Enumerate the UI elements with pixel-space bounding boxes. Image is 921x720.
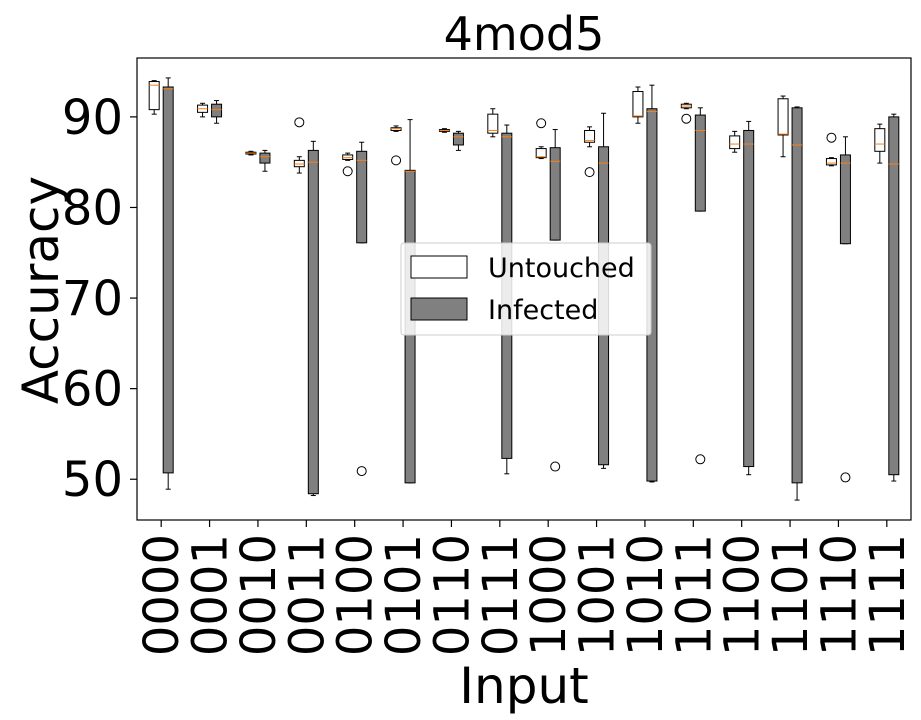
x-tick-label: 1000	[521, 534, 577, 656]
x-tick-label: 0100	[328, 534, 384, 656]
box-untouched	[632, 91, 644, 118]
box-untouched	[584, 129, 596, 143]
y-tick-label: 90	[62, 90, 123, 146]
x-axis-label: Input	[459, 657, 588, 715]
legend-swatch-untouched	[410, 255, 468, 279]
box-infected	[307, 149, 319, 495]
box-infected	[839, 154, 851, 245]
x-tick-label: 0000	[134, 534, 190, 656]
legend: Untouched Infected	[400, 242, 652, 336]
plot-frame	[136, 57, 912, 521]
box-untouched	[148, 81, 160, 111]
x-tick-label: 0011	[279, 534, 335, 656]
box-infected	[549, 147, 561, 241]
y-tick-label: 60	[62, 362, 123, 418]
box-infected	[162, 86, 174, 474]
x-tick-label: 0111	[473, 534, 529, 656]
box-infected	[259, 152, 271, 164]
x-tick-label: 0101	[376, 534, 432, 656]
box-untouched-outlier	[826, 132, 837, 143]
box-untouched	[825, 158, 837, 166]
x-tick-label: 1100	[715, 534, 771, 656]
y-axis-label: Accuracy	[12, 176, 70, 404]
box-untouched	[777, 98, 789, 136]
box-infected	[356, 150, 368, 244]
x-tick-label: 1101	[763, 534, 819, 656]
legend-swatch-infected	[410, 297, 468, 321]
y-tick-label: 70	[62, 271, 123, 327]
x-tick-label: 0001	[183, 534, 239, 656]
box-untouched-outlier	[584, 167, 595, 178]
box-untouched	[729, 135, 741, 150]
plot-area: 50 60 70 80 90 000000010010001101000101011001…	[62, 57, 916, 656]
box-infected	[791, 107, 803, 484]
box-infected	[211, 103, 223, 118]
box-infected-outlier	[550, 461, 561, 472]
box-infected	[743, 129, 755, 468]
x-tick-label: 1001	[570, 534, 626, 656]
box-infected-outlier	[356, 466, 367, 477]
box-untouched	[874, 128, 886, 152]
box-infected	[694, 114, 706, 212]
x-tick-label: 1110	[811, 534, 867, 656]
y-tick-label: 80	[62, 180, 123, 236]
x-tick-label: 1111	[860, 534, 916, 656]
box-untouched-outlier	[391, 155, 402, 166]
box-infected	[452, 132, 464, 146]
x-tick-label: 1010	[618, 534, 674, 656]
box-untouched-outlier	[342, 166, 353, 177]
y-tick-label: 50	[62, 452, 123, 508]
box-untouched	[487, 113, 499, 134]
x-tick-label: 1011	[666, 534, 722, 656]
box-untouched-outlier	[294, 117, 305, 128]
box-infected-outlier	[695, 454, 706, 465]
legend-label-infected: Infected	[488, 295, 598, 326]
box-untouched-outlier	[681, 113, 692, 124]
x-tick-label: 0010	[231, 534, 287, 656]
legend-label-untouched: Untouched	[488, 253, 635, 284]
box-untouched-outlier	[536, 118, 547, 129]
chart-title: 4mod5	[444, 7, 605, 61]
x-tick-label: 0110	[424, 534, 480, 656]
box-untouched	[535, 148, 547, 159]
box-infected	[888, 116, 900, 476]
box-infected-outlier	[840, 472, 851, 483]
